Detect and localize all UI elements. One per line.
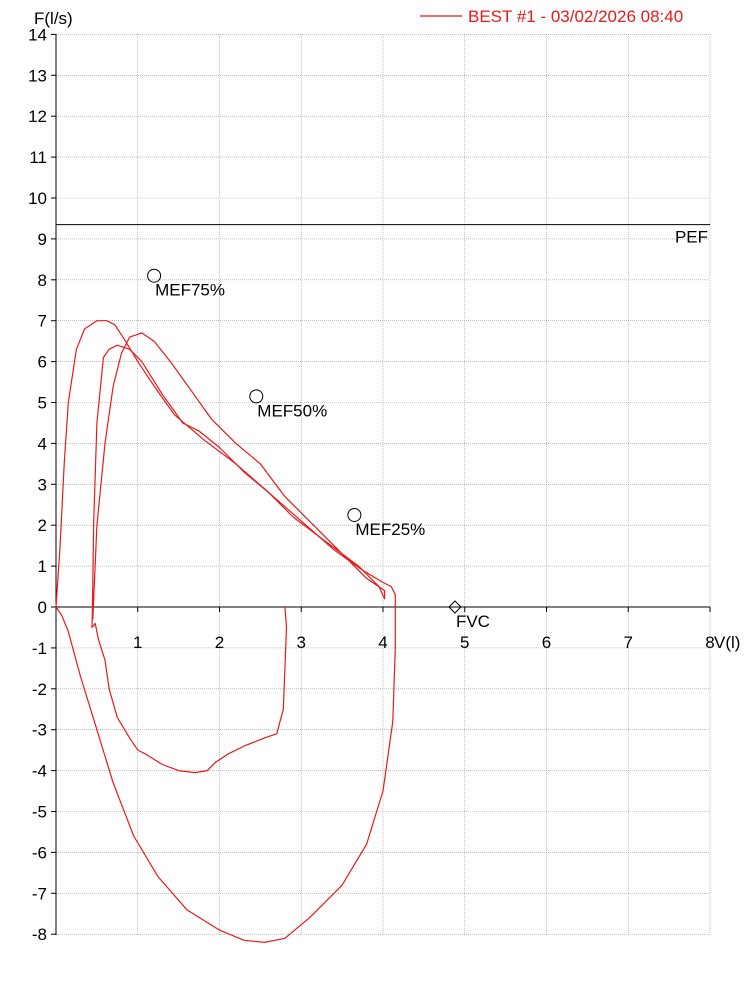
y-tick-label: -1 bbox=[32, 639, 47, 658]
flow-volume-loop-1 bbox=[55, 320, 396, 944]
y-tick-label: -2 bbox=[32, 680, 47, 699]
y-tick-label: 2 bbox=[38, 516, 47, 535]
x-tick-label: 8 bbox=[705, 633, 714, 652]
x-tick-label: 1 bbox=[133, 633, 142, 652]
y-tick-label: 13 bbox=[28, 66, 47, 85]
y-tick-label: 10 bbox=[28, 189, 47, 208]
x-tick-label: 2 bbox=[215, 633, 224, 652]
y-tick-label: -6 bbox=[32, 843, 47, 862]
x-tick-label: 5 bbox=[460, 633, 469, 652]
y-axis-label: F(l/s) bbox=[34, 9, 73, 28]
y-tick-label: -4 bbox=[32, 762, 47, 781]
y-tick-label: 0 bbox=[38, 598, 47, 617]
x-tick-label: 4 bbox=[378, 633, 387, 652]
y-tick-label: 6 bbox=[38, 353, 47, 372]
mef25-label: MEF25% bbox=[355, 520, 425, 539]
mef75-label: MEF75% bbox=[155, 281, 225, 300]
flow-volume-loop-2 bbox=[91, 332, 386, 774]
y-tick-label: 9 bbox=[38, 230, 47, 249]
y-tick-label: 11 bbox=[29, 148, 47, 167]
x-tick-labels: 1 2 3 4 5 6 7 8 bbox=[133, 633, 715, 652]
fvc-marker bbox=[448, 600, 462, 614]
y-tick-label: -5 bbox=[32, 803, 47, 822]
legend: BEST #1 - 03/02/2026 08:40 bbox=[420, 7, 683, 26]
mef25-marker bbox=[347, 507, 362, 522]
mef75-marker bbox=[147, 268, 162, 283]
series-curves bbox=[55, 320, 396, 944]
x-tick-label: 3 bbox=[297, 633, 306, 652]
mef50-marker bbox=[249, 389, 264, 404]
mef50-label: MEF50% bbox=[257, 401, 327, 420]
axes bbox=[51, 33, 711, 935]
y-tick-label: 5 bbox=[38, 394, 47, 413]
grid-lines bbox=[56, 34, 711, 935]
y-tick-label: -3 bbox=[32, 721, 47, 740]
y-tick-label: -8 bbox=[32, 925, 47, 944]
y-tick-label: 3 bbox=[38, 475, 47, 494]
y-tick-label: 8 bbox=[38, 271, 47, 290]
legend-label: BEST #1 - 03/02/2026 08:40 bbox=[468, 7, 683, 26]
y-tick-label: -7 bbox=[32, 884, 47, 903]
x-tick-label: 7 bbox=[624, 633, 633, 652]
y-tick-label: 1 bbox=[38, 557, 47, 576]
y-tick-label: 4 bbox=[38, 434, 47, 453]
y-tick-label: 7 bbox=[38, 312, 47, 331]
y-tick-label: 12 bbox=[28, 107, 47, 126]
fvc-label: FVC bbox=[456, 612, 490, 631]
x-tick-label: 6 bbox=[542, 633, 551, 652]
x-axis-label: V(l) bbox=[714, 633, 740, 652]
annotations: PEF MEF75% MEF50% MEF25% FVC bbox=[56, 224, 710, 631]
pef-label: PEF bbox=[675, 228, 708, 247]
y-tick-label: 14 bbox=[28, 25, 47, 44]
